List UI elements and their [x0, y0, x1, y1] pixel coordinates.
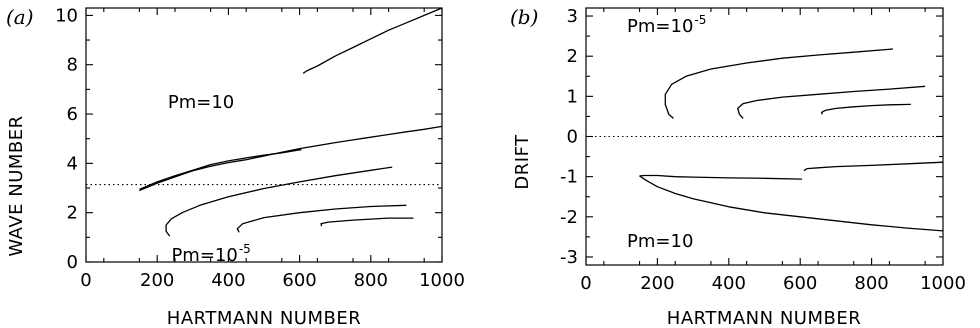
panel-a-series	[86, 7, 443, 237]
panel-a-series-5-line	[236, 204, 407, 233]
panel-b-ytick-label: 2	[567, 46, 578, 67]
panel-a-ytick-label: 2	[67, 203, 78, 224]
panel-b-xlabel: HARTMANN NUMBER	[667, 308, 861, 328]
panel-b-ytick-label: 0	[567, 127, 578, 148]
panel-a-series-4-line	[165, 166, 393, 237]
panel-a-plot-frame	[85, 7, 443, 263]
panel-b-series-4-line	[639, 174, 803, 180]
panel-b-xtick-label: 1000	[920, 273, 966, 294]
panel-b-annotation-pm1e-5: Pm=10	[627, 16, 693, 37]
panel-a-ytick-label: 0	[67, 252, 78, 273]
panel-a-xtick-label: 400	[211, 270, 245, 291]
panel-b-annotation-pm10: Pm=10	[627, 231, 693, 252]
panel-a-ytick-label: 6	[67, 104, 78, 125]
panel-a-series-2-line	[302, 7, 443, 74]
panel-b-xtick-label: 800	[854, 273, 888, 294]
panel-a-ticks: 0 200 400 600 800 1000 0 2 4 6 8 10	[55, 5, 465, 291]
panel-a-xtick-label: 200	[140, 270, 174, 291]
panel-b-series-1-line	[664, 48, 894, 119]
panel-a-label: (a)	[6, 5, 34, 29]
panel-a-series-3-line	[139, 125, 443, 192]
panel-a-annotation-pm1e-5-exponent: -5	[239, 242, 251, 256]
panel-a-ytick-label: 8	[67, 55, 78, 76]
panel-a-ytick-label: 4	[67, 153, 78, 174]
panel-b-ytick-label: 3	[567, 6, 578, 27]
panel-b-label: (b)	[510, 5, 538, 29]
panel-b: (b) DRIFT HARTMANN NUMBER 0 200 400 600 800 1…	[510, 5, 966, 328]
panel-b-series-2-line	[737, 85, 926, 119]
panel-a-xtick-label: 0	[80, 270, 91, 291]
panel-b-series	[586, 48, 944, 232]
panel-a-annotation-pm10: Pm=10	[168, 92, 234, 113]
panel-a-series-1-line	[139, 149, 302, 190]
panel-a-series-6-line	[320, 217, 414, 227]
panel-a-xtick-label: 1000	[419, 270, 465, 291]
panel-b-xtick-label: 400	[712, 273, 746, 294]
panel-a-xlabel: HARTMANN NUMBER	[167, 308, 361, 328]
panel-b-series-6-line	[639, 175, 944, 232]
panel-b-ytick-label: -1	[560, 167, 578, 188]
panel-a-ylabel: WAVE NUMBER	[6, 115, 27, 256]
panel-b-plot-frame	[585, 7, 944, 266]
panel-a-ytick-label: 10	[55, 5, 78, 26]
panel-a: (a) WAVE NUMBER HARTMANN NUMBER 0 200 400 6…	[6, 5, 465, 328]
panel-b-ytick-label: -3	[560, 247, 578, 268]
panel-a-annotation-pm1e-5: Pm=10	[171, 245, 237, 266]
panel-b-series-3-line	[820, 103, 911, 115]
panel-b-ylabel: DRIFT	[512, 134, 533, 190]
panel-a-xtick-label: 800	[354, 270, 388, 291]
panel-b-annotation-pm1e-5-exponent: -5	[694, 13, 706, 27]
panel-a-xtick-label: 600	[282, 270, 316, 291]
panel-b-ytick-label: 1	[567, 86, 578, 107]
panel-b-xtick-label: 0	[580, 273, 591, 294]
panel-b-xtick-label: 600	[783, 273, 817, 294]
panel-b-xtick-label: 200	[640, 273, 674, 294]
panel-b-series-5-line	[803, 161, 944, 172]
panel-b-ticks: 0 200 400 600 800 1000 -3 -2 -1 0 1 2 3	[560, 6, 966, 294]
panel-b-ytick-label: -2	[560, 207, 578, 228]
